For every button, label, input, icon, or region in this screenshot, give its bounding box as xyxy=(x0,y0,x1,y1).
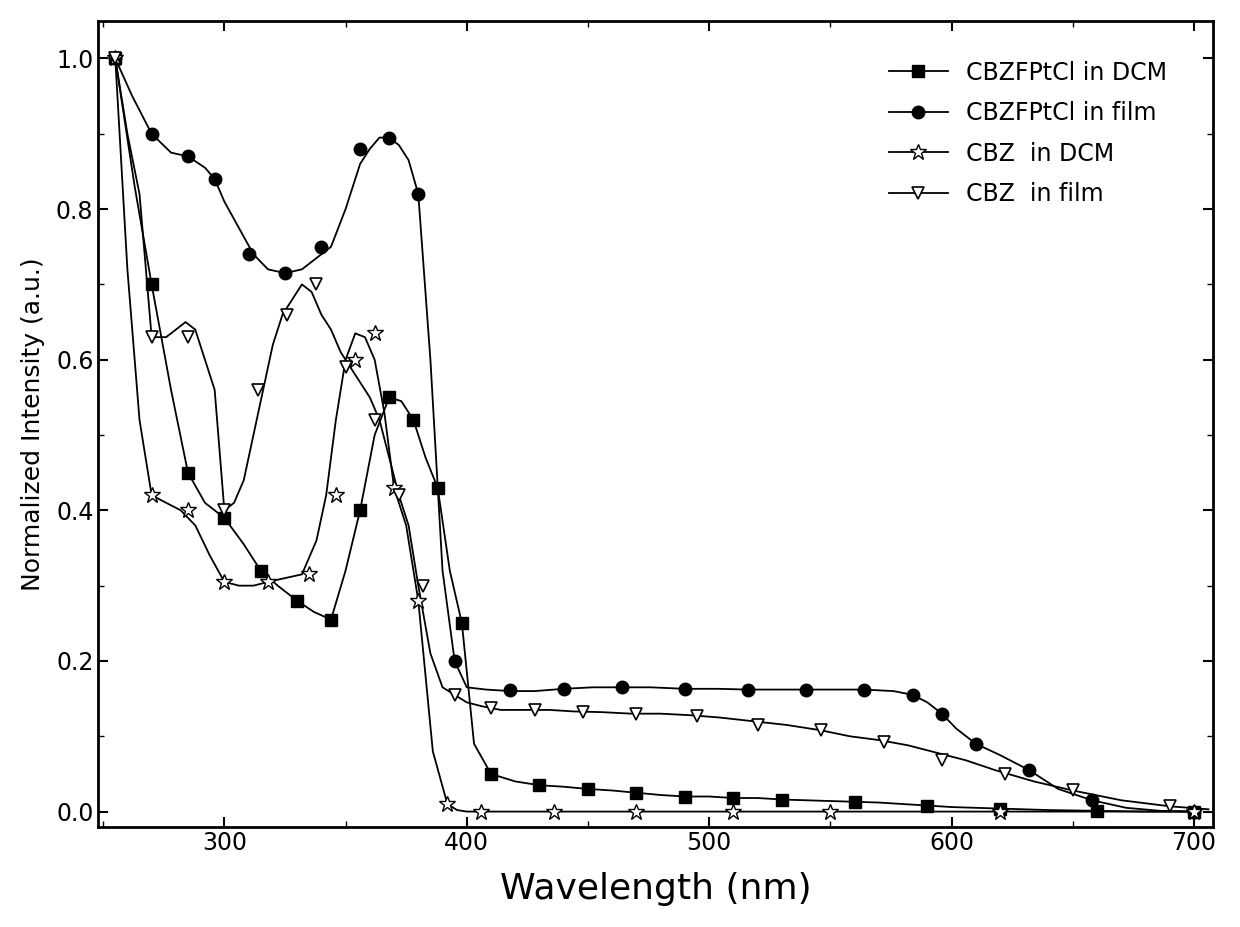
Line: CBZ  in film: CBZ in film xyxy=(109,52,1176,813)
CBZFPtCl in DCM xyxy=(290,595,305,606)
CBZFPtCl in film xyxy=(382,132,397,143)
CBZ  in film xyxy=(367,414,382,425)
CBZ  in DCM xyxy=(329,489,343,501)
CBZFPtCl in film xyxy=(314,241,329,252)
CBZ  in film xyxy=(935,755,950,766)
CBZFPtCl in DCM xyxy=(217,513,232,524)
CBZ  in film xyxy=(877,737,892,748)
CBZFPtCl in DCM xyxy=(455,617,470,629)
CBZ  in film xyxy=(339,362,353,373)
CBZFPtCl in film xyxy=(1187,806,1202,817)
CBZFPtCl in DCM xyxy=(484,768,498,780)
CBZFPtCl in DCM xyxy=(324,614,339,625)
CBZFPtCl in DCM xyxy=(993,803,1008,814)
CBZFPtCl in film xyxy=(935,708,950,719)
CBZFPtCl in DCM xyxy=(430,482,445,493)
CBZ  in film xyxy=(1162,801,1177,812)
CBZ  in film xyxy=(1065,785,1080,796)
CBZ  in DCM xyxy=(1187,806,1202,817)
CBZFPtCl in DCM xyxy=(775,794,790,806)
CBZFPtCl in film xyxy=(677,683,692,694)
CBZFPtCl in DCM xyxy=(1090,806,1105,817)
CBZ  in film xyxy=(689,710,704,721)
CBZFPtCl in DCM xyxy=(725,793,740,804)
CBZ  in DCM xyxy=(301,569,316,580)
CBZFPtCl in film xyxy=(503,684,518,695)
CBZ  in film xyxy=(629,708,644,719)
CBZFPtCl in film xyxy=(968,738,983,749)
CBZFPtCl in DCM xyxy=(382,392,397,403)
CBZ  in film xyxy=(997,768,1012,780)
CBZ  in DCM xyxy=(181,505,196,516)
CBZFPtCl in DCM xyxy=(580,783,595,794)
CBZFPtCl in film xyxy=(352,144,367,155)
Line: CBZ  in DCM: CBZ in DCM xyxy=(107,50,1203,819)
CBZ  in film xyxy=(250,385,265,396)
CBZ  in film xyxy=(280,309,295,320)
CBZ  in DCM xyxy=(410,595,425,606)
CBZ  in film xyxy=(575,706,590,717)
CBZFPtCl in film xyxy=(740,684,755,695)
CBZFPtCl in film xyxy=(557,683,572,694)
CBZFPtCl in DCM xyxy=(920,800,935,811)
CBZ  in DCM xyxy=(367,328,382,339)
CBZFPtCl in DCM xyxy=(847,796,862,807)
CBZ  in DCM xyxy=(217,577,232,588)
CBZ  in film xyxy=(108,53,123,64)
CBZ  in DCM xyxy=(108,53,123,64)
CBZFPtCl in DCM xyxy=(629,787,644,798)
CBZ  in film xyxy=(309,279,324,290)
CBZFPtCl in DCM xyxy=(108,53,123,64)
CBZ  in DCM xyxy=(547,806,562,817)
CBZ  in DCM xyxy=(725,806,740,817)
CBZFPtCl in DCM xyxy=(532,780,547,791)
CBZFPtCl in DCM xyxy=(1187,806,1202,817)
CBZFPtCl in film xyxy=(144,128,159,139)
CBZFPtCl in film xyxy=(1085,794,1100,806)
CBZFPtCl in DCM xyxy=(352,505,367,516)
Legend: CBZFPtCl in DCM, CBZFPtCl in film, CBZ  in DCM, CBZ  in film: CBZFPtCl in DCM, CBZFPtCl in film, CBZ i… xyxy=(877,49,1179,218)
CBZ  in film xyxy=(217,505,232,516)
CBZFPtCl in DCM xyxy=(405,414,420,425)
CBZ  in DCM xyxy=(440,798,455,809)
CBZFPtCl in film xyxy=(615,681,630,692)
CBZFPtCl in film xyxy=(905,690,920,701)
CBZ  in film xyxy=(527,705,542,716)
CBZFPtCl in film xyxy=(857,684,872,695)
Line: CBZFPtCl in film: CBZFPtCl in film xyxy=(109,52,1200,818)
CBZ  in DCM xyxy=(347,354,362,365)
CBZ  in DCM xyxy=(993,806,1008,817)
CBZ  in film xyxy=(415,580,430,591)
CBZ  in DCM xyxy=(629,806,644,817)
CBZFPtCl in film xyxy=(241,248,255,260)
CBZ  in film xyxy=(750,719,765,730)
CBZ  in DCM xyxy=(474,806,489,817)
CBZ  in DCM xyxy=(260,577,275,588)
CBZFPtCl in DCM xyxy=(253,565,268,577)
CBZFPtCl in film xyxy=(278,268,293,279)
Y-axis label: Normalized Intensity (a.u.): Normalized Intensity (a.u.) xyxy=(21,257,45,590)
CBZFPtCl in DCM xyxy=(677,791,692,802)
CBZFPtCl in DCM xyxy=(181,467,196,478)
CBZ  in DCM xyxy=(144,489,159,501)
CBZFPtCl in film xyxy=(207,173,222,184)
CBZFPtCl in film xyxy=(181,151,196,162)
CBZFPtCl in film xyxy=(410,188,425,199)
CBZ  in film xyxy=(448,690,463,701)
CBZ  in DCM xyxy=(823,806,838,817)
CBZ  in DCM xyxy=(387,482,402,493)
CBZ  in film xyxy=(181,332,196,343)
CBZFPtCl in film xyxy=(1022,765,1037,776)
X-axis label: Wavelength (nm): Wavelength (nm) xyxy=(500,872,812,907)
CBZ  in film xyxy=(392,489,407,501)
CBZFPtCl in film xyxy=(108,53,123,64)
CBZ  in film xyxy=(813,725,828,736)
CBZFPtCl in film xyxy=(799,684,813,695)
CBZ  in film xyxy=(484,702,498,713)
Line: CBZFPtCl in DCM: CBZFPtCl in DCM xyxy=(109,53,1199,817)
CBZ  in film xyxy=(144,332,159,343)
CBZFPtCl in DCM xyxy=(144,279,159,290)
CBZFPtCl in film xyxy=(448,655,463,667)
